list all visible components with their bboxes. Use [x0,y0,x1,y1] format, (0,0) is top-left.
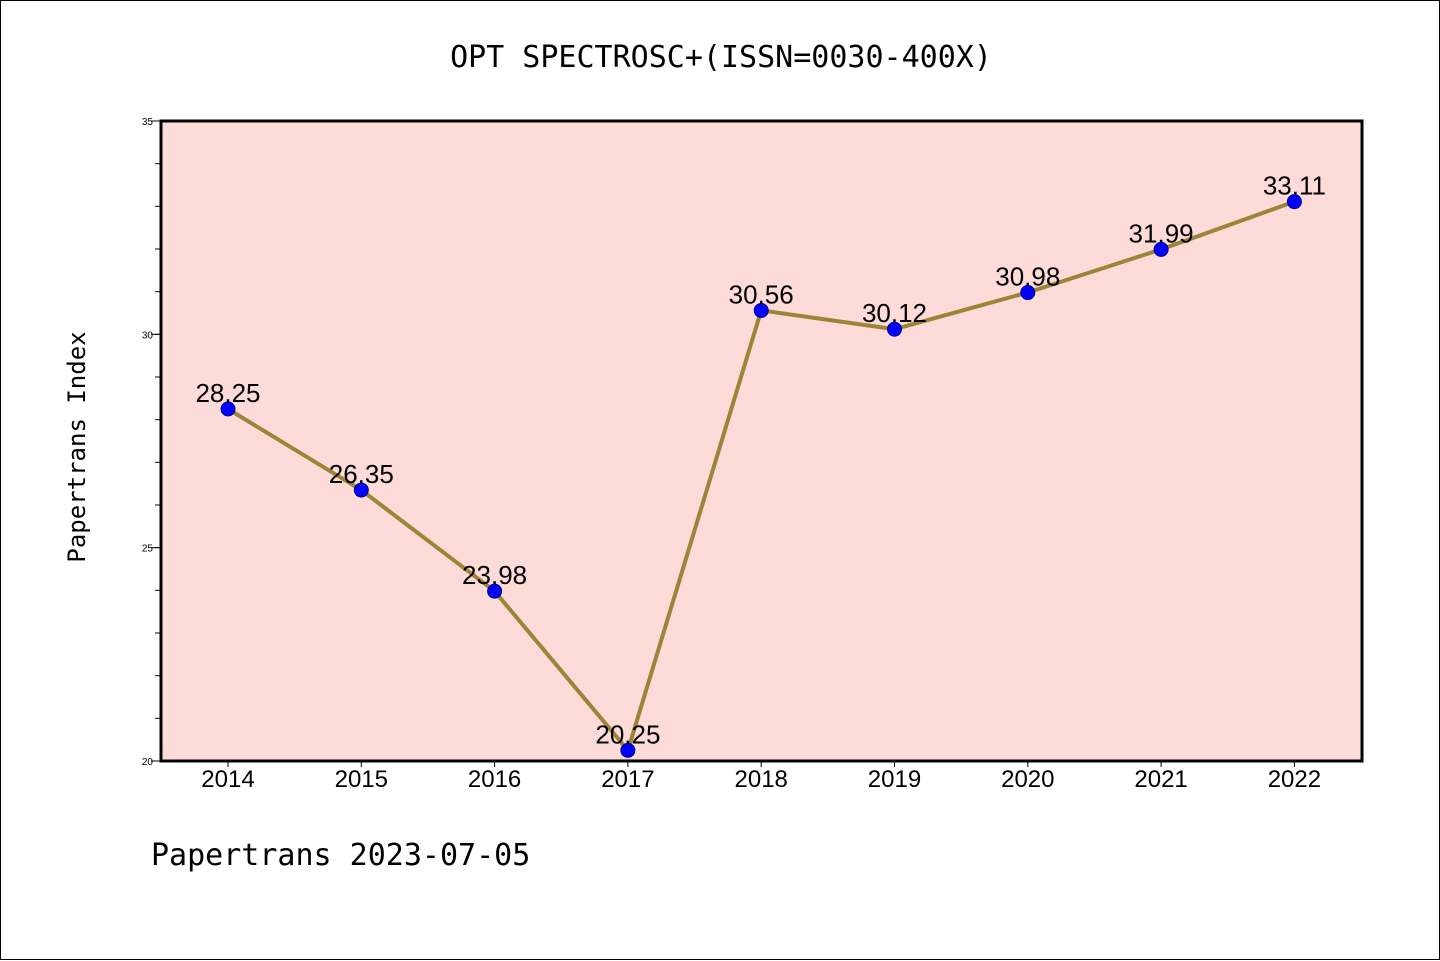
x-tick-label: 2019 [868,766,921,793]
y-tick-label: 35 [142,117,154,128]
data-label: 30.98 [995,262,1060,292]
data-point-marker [353,482,369,498]
data-label: 20.25 [595,719,660,749]
data-point-marker [887,321,902,337]
data-labels: 28.25 26.35 23.98 20.25 30.56 30.12 30.98 31.99… [195,171,1326,750]
x-tick-label: 2017 [601,766,654,793]
x-tick-label: 2016 [468,766,521,793]
x-tick-label: 2014 [201,766,254,793]
data-point-marker [1020,285,1036,301]
data-point-marker [753,302,769,318]
y-tick-label: 25 [142,544,154,555]
plot-frame [159,119,1364,763]
data-label: 23.98 [462,560,527,590]
chart-title: OPT SPECTROSC+(ISSN=0030-400X) [450,40,992,75]
x-tick-label: 2018 [735,766,788,793]
data-markers [220,194,1302,758]
y-tick-label: 30 [142,330,154,341]
data-label: 33.11 [1263,171,1326,201]
data-point-marker [620,742,636,758]
data-label: 30.12 [862,298,927,328]
x-tick-label: 2021 [1134,766,1187,793]
x-tick-label: 2015 [335,766,388,793]
data-label: 30.56 [729,279,794,309]
y-axis-title: Papertrans Index [63,331,91,562]
data-label: 31.99 [1129,218,1194,248]
x-tick-label: 2020 [1001,766,1054,793]
data-point-marker [220,401,236,417]
data-point-marker [1286,194,1302,210]
x-tick-label: 2022 [1268,766,1321,793]
plot-area [161,121,1362,761]
x-axis-ticks: 2014 2015 2016 2017 2018 2019 2020 2021 2022 [201,761,1321,793]
y-tick-label: 20 [142,757,154,768]
data-label: 26.35 [329,459,394,489]
data-point-marker [487,583,503,599]
y-axis-ticks: 20 25 30 35 [142,117,161,768]
footer-date-label: Papertrans 2023-07-05 [151,838,530,873]
data-label: 28.25 [195,378,260,408]
data-point-marker [1153,241,1169,257]
